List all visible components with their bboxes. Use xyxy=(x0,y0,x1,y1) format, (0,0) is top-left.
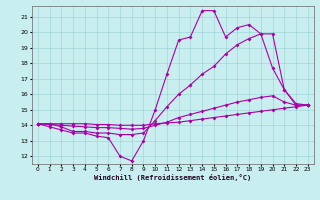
X-axis label: Windchill (Refroidissement éolien,°C): Windchill (Refroidissement éolien,°C) xyxy=(94,174,252,181)
